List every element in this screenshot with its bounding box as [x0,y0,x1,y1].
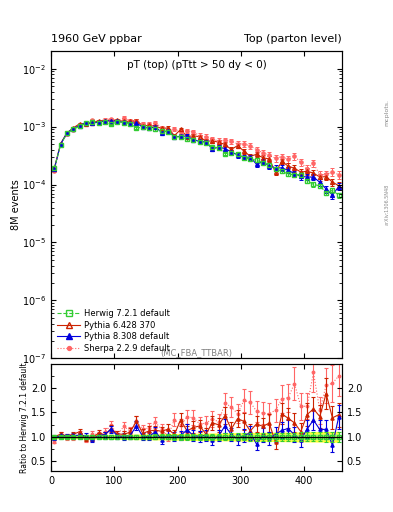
Text: pT (top) (pTtt > 50 dy < 0): pT (top) (pTtt > 50 dy < 0) [127,60,266,71]
Text: 1960 GeV ppbar: 1960 GeV ppbar [51,33,142,44]
Y-axis label: 8M events: 8M events [11,179,21,230]
Legend: Herwig 7.2.1 default, Pythia 6.428 370, Pythia 8.308 default, Sherpa 2.2.9 defau: Herwig 7.2.1 default, Pythia 6.428 370, … [55,307,171,354]
Text: arXiv:1306.5N48: arXiv:1306.5N48 [385,184,389,225]
Text: (MC_FBA_TTBAR): (MC_FBA_TTBAR) [160,348,233,357]
Text: mcplots.: mcplots. [385,99,389,126]
Text: Top (parton level): Top (parton level) [244,33,342,44]
Y-axis label: Ratio to Herwig 7.2.1 default: Ratio to Herwig 7.2.1 default [20,362,29,473]
